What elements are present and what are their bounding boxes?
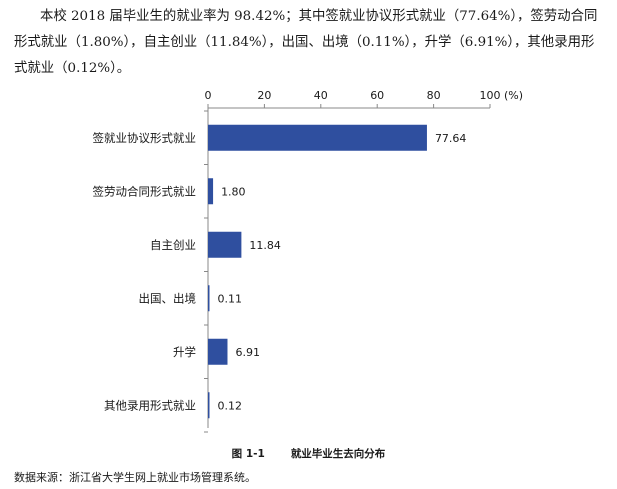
- bar: [208, 231, 242, 258]
- bar: [208, 338, 228, 365]
- data-label: 0.12: [218, 399, 243, 412]
- category-label: 出国、出境: [139, 291, 197, 305]
- category-label: 升学: [173, 345, 196, 359]
- x-tick-label: 80: [427, 89, 441, 102]
- category-label: 自主创业: [150, 238, 196, 252]
- figure-number: 图 1-1: [231, 448, 265, 460]
- data-label: 6.91: [235, 346, 260, 359]
- intro-text: 本校 2018 届毕业生的就业率为 98.42%；其中签就业协议形式就业（77.…: [14, 9, 598, 76]
- data-label: 11.84: [249, 239, 281, 252]
- category-label: 签就业协议形式就业: [93, 131, 197, 145]
- intro-paragraph: 本校 2018 届毕业生的就业率为 98.42%；其中签就业协议形式就业（77.…: [14, 4, 606, 82]
- bar: [208, 392, 210, 419]
- data-source-note: 数据来源：浙江省大学生网上就业市场管理系统。: [14, 471, 256, 484]
- category-label: 签劳动合同形式就业: [93, 184, 197, 198]
- x-tick-label: 0: [205, 89, 212, 102]
- bar: [208, 124, 427, 151]
- bar-chart: 0 20 40 60 80 100 (%) 签就业协议形式就业 77.64 签劳动合同形式就业 1.…: [93, 89, 523, 433]
- x-tick-label: 20: [257, 89, 271, 102]
- bar: [208, 178, 214, 205]
- data-label: 0.11: [218, 292, 243, 305]
- data-label: 77.64: [435, 132, 467, 145]
- x-axis-unit: (%): [504, 89, 523, 102]
- bar: [208, 285, 210, 312]
- data-label: 1.80: [221, 185, 246, 198]
- figure-title: 就业毕业生去向分布: [290, 448, 386, 460]
- x-tick-label: 100: [480, 89, 501, 102]
- category-label: 其他录用形式就业: [104, 398, 196, 412]
- x-tick-label: 40: [314, 89, 328, 102]
- figure-caption: 图 1-1 就业毕业生去向分布: [0, 446, 617, 461]
- x-tick-label: 60: [370, 89, 384, 102]
